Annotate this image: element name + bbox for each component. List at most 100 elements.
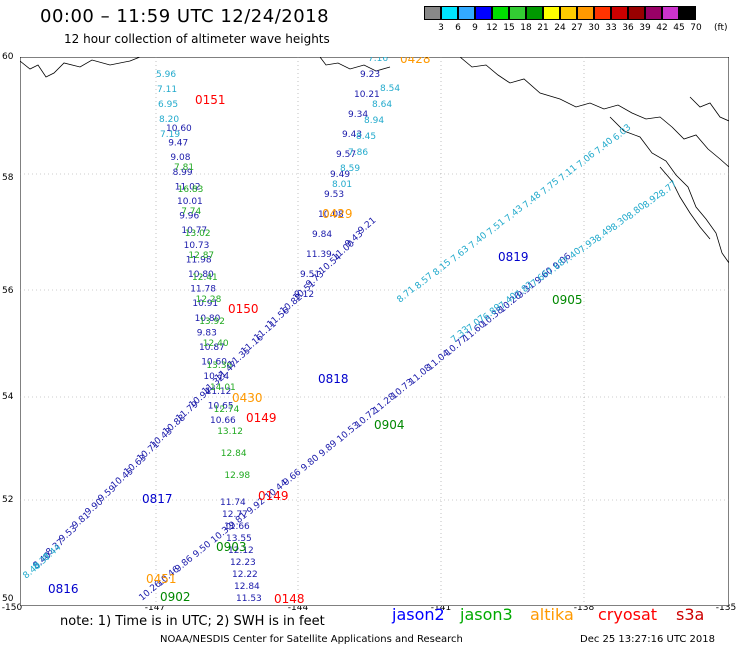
colorbar-cell xyxy=(645,6,662,20)
track-value: 12.28 xyxy=(196,295,222,305)
colorbar-label: 12 xyxy=(486,23,498,33)
colorbar-label: 21 xyxy=(537,23,549,33)
lon-label-138: -138 xyxy=(573,603,595,613)
pass-label-0149: 0149 xyxy=(246,411,277,425)
track-value: 12.22 xyxy=(232,570,258,580)
track-value: 13.55 xyxy=(226,534,252,544)
colorbar-label: 18 xyxy=(520,23,532,33)
legend-jason3: jason3 xyxy=(460,605,513,624)
track-value: 7.19 xyxy=(160,130,180,140)
legend-cryosat: cryosat xyxy=(598,605,658,624)
lon-label-135: -135 xyxy=(715,603,737,613)
track-value: 12.84 xyxy=(234,582,260,592)
wave-height-colorbar: (ft) 3 6 9 12 15 18 21 24 27 30 33 36 39 42 45 70 xyxy=(424,6,730,38)
colorbar-label: 33 xyxy=(605,23,617,33)
lat-label-54: 54 xyxy=(2,392,14,402)
map-title: 00:00 – 11:59 UTC 12/24/2018 xyxy=(40,6,330,27)
track-value: 10.80 xyxy=(188,270,214,280)
track-value: 12.40 xyxy=(203,339,229,349)
track-value: 9.23 xyxy=(360,70,380,80)
track-value: 7.81 xyxy=(174,163,194,173)
pass-label-0903: 0903 xyxy=(216,540,247,554)
colorbar-label: 39 xyxy=(639,23,651,33)
track-value: 13.92 xyxy=(199,317,225,327)
colorbar-cell xyxy=(577,6,594,20)
colorbar-label: 30 xyxy=(588,23,600,33)
coastline xyxy=(20,57,729,264)
track-value: 6.95 xyxy=(158,100,178,110)
track-value: 10.60 xyxy=(166,124,192,134)
track-value: 10.74 xyxy=(203,372,229,382)
track-value: 11.98 xyxy=(186,255,212,265)
pass-label-0428: 0428 xyxy=(400,57,431,66)
colorbar-label: 45 xyxy=(673,23,685,33)
colorbar-cell xyxy=(662,6,679,20)
track-value: 12.77 xyxy=(222,510,248,520)
pass-label-0902: 0902 xyxy=(160,590,191,604)
pass-label-0904: 0904 xyxy=(374,418,405,432)
colorbar-label: 36 xyxy=(622,23,634,33)
footer-note: note: 1) Time is in UTC; 2) SWH is in fe… xyxy=(60,614,325,629)
colorbar-label: 9 xyxy=(472,23,478,33)
pass-label-0817: 0817 xyxy=(142,492,173,506)
track-value: 9.57 xyxy=(336,150,356,160)
track-value: 10.08 xyxy=(318,210,344,220)
pass-label-0150: 0150 xyxy=(228,302,259,316)
track-value: 10.91 xyxy=(192,299,218,309)
track-value: 16.83 xyxy=(178,185,204,195)
colorbar-cell xyxy=(526,6,543,20)
pass-label-0148: 0148 xyxy=(274,592,305,606)
pass-label-0819: 0819 xyxy=(498,250,529,264)
track-value: 10.21 xyxy=(354,90,380,100)
track-value: 10.77 xyxy=(181,226,207,236)
track-value: 7.74 xyxy=(181,207,201,217)
pass-label-0451: 0451 xyxy=(146,572,177,586)
track-value: 10.65 xyxy=(208,401,234,411)
colorbar-unit: (ft) xyxy=(714,23,728,33)
colorbar-cell xyxy=(594,6,611,20)
lat-label-56: 56 xyxy=(2,286,14,296)
track-value: 9.84 xyxy=(312,230,332,240)
track-value: 12.23 xyxy=(230,558,256,568)
colorbar-cell xyxy=(424,6,441,20)
map-subtitle: 12 hour collection of altimeter wave hei… xyxy=(64,32,330,46)
colorbar-label: 3 xyxy=(438,23,444,33)
legend-jason2: jason2 xyxy=(392,605,445,624)
colorbar-cell xyxy=(492,6,509,20)
colorbar-cell xyxy=(679,6,696,20)
track-value: 7.86 xyxy=(348,148,368,158)
track-value: 8.01 xyxy=(332,180,352,190)
track-value: 11.02 xyxy=(175,182,201,192)
track-value: 11.74 xyxy=(220,498,246,508)
track-value: 10.73 xyxy=(184,241,210,251)
colorbar-cell xyxy=(543,6,560,20)
colorbar-label: 42 xyxy=(656,23,668,33)
track-value: 7.16 xyxy=(368,57,388,64)
track-value: 12.41 xyxy=(192,273,218,283)
track-value: 8.64 xyxy=(372,100,392,110)
lon-label-144: -144 xyxy=(287,603,309,613)
legend-altika: altika xyxy=(530,605,574,624)
colorbar-cell xyxy=(458,6,475,20)
track-value: 11.39 xyxy=(306,250,332,260)
track-value: 10.66 xyxy=(210,416,236,426)
colorbar-cell xyxy=(475,6,492,20)
track-value: 7.11 xyxy=(157,85,177,95)
lon-label-150: -150 xyxy=(1,603,23,613)
credit-text: NOAA/NESDIS Center for Satellite Applica… xyxy=(160,634,463,645)
colorbar-cell xyxy=(628,6,645,20)
track-value: 9.12 xyxy=(294,290,314,300)
colorbar-cell xyxy=(509,6,526,20)
track-value: 5.96 xyxy=(156,70,176,80)
timestamp-text: Dec 25 13:27:16 UTC 2018 xyxy=(580,634,715,645)
lon-label-147: -147 xyxy=(144,603,166,613)
track-value: 8.99 xyxy=(173,168,193,178)
altimeter-map: 10.60 9.47 9.08 8.99 11.02 10.01 9.96 10.77 10.7… xyxy=(20,57,729,606)
track-value: 11.53 xyxy=(236,594,262,604)
track-value: 11.66 xyxy=(224,522,250,532)
colorbar-label: 15 xyxy=(503,23,515,33)
pass-label-0905: 0905 xyxy=(552,293,583,307)
pass-label-0429: 0429 xyxy=(322,207,353,221)
track-value: 9.53 xyxy=(324,190,344,200)
colorbar-label: 27 xyxy=(571,23,583,33)
